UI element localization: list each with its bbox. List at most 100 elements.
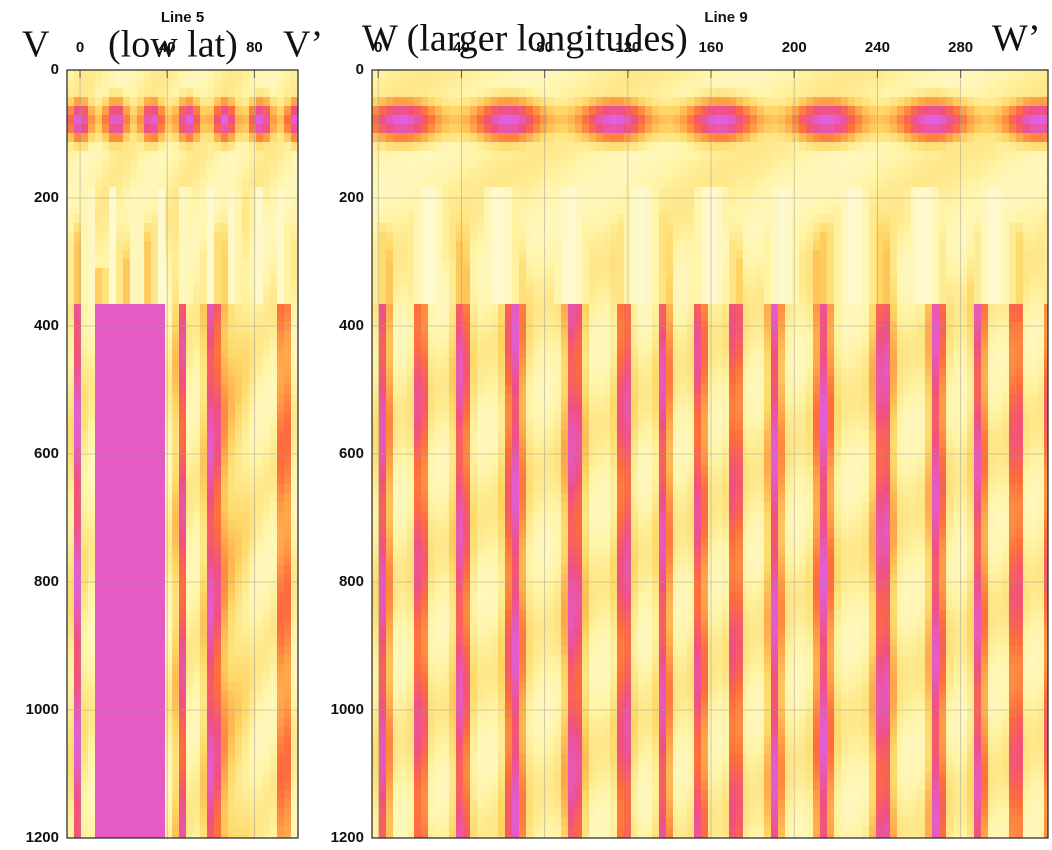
contour-cell [512, 205, 520, 215]
contour-cell [379, 367, 387, 377]
contour-cell [435, 169, 443, 179]
contour-cell [200, 466, 208, 476]
contour-cell [123, 376, 131, 386]
contour-cell [256, 70, 264, 80]
contour-cell [463, 196, 471, 206]
contour-cell [484, 475, 492, 485]
contour-cell [470, 718, 478, 728]
contour-cell [214, 628, 222, 638]
contour-cell [407, 502, 415, 512]
contour-cell [158, 205, 166, 215]
contour-cell [449, 250, 457, 260]
contour-cell [67, 475, 75, 485]
contour-cell [470, 727, 478, 737]
contour-cell [400, 286, 408, 296]
contour-cell [193, 385, 201, 395]
contour-cell [193, 223, 201, 233]
contour-cell [491, 412, 499, 422]
contour-cell [456, 538, 464, 548]
contour-cell [277, 178, 285, 188]
contour-cell [498, 619, 506, 629]
contour-cell [144, 529, 152, 539]
contour-cell [291, 349, 299, 359]
contour-cell [414, 538, 422, 548]
contour-cell [449, 781, 457, 791]
contour-cell [456, 142, 464, 152]
contour-cell [449, 754, 457, 764]
contour-cell [270, 286, 278, 296]
contour-cell [95, 349, 103, 359]
contour-cell [463, 547, 471, 557]
contour-cell [491, 241, 499, 251]
contour-cell [512, 808, 520, 818]
contour-cell [95, 655, 103, 665]
contour-cell [102, 475, 110, 485]
contour-cell [158, 349, 166, 359]
contour-cell [186, 466, 194, 476]
contour-cell [435, 160, 443, 170]
contour-cell [421, 322, 429, 332]
contour-cell [116, 124, 124, 134]
contour-cell [449, 736, 457, 746]
contour-cell [519, 214, 527, 224]
contour-cell [263, 637, 271, 647]
contour-cell [463, 115, 471, 125]
contour-cell [470, 214, 478, 224]
contour-cell [207, 106, 215, 116]
contour-cell [256, 691, 264, 701]
contour-cell [414, 97, 422, 107]
contour-cell [512, 70, 520, 80]
contour-cell [477, 349, 485, 359]
contour-cell [172, 133, 180, 143]
contour-cell [186, 484, 194, 494]
contour-cell [186, 628, 194, 638]
contour-cell [165, 718, 173, 728]
contour-cell [221, 151, 229, 161]
contour-cell [533, 421, 541, 431]
contour-cell [235, 151, 243, 161]
contour-cell [414, 826, 422, 836]
contour-cell [179, 511, 187, 521]
contour-cell [484, 115, 492, 125]
contour-cell [270, 232, 278, 242]
contour-cell [428, 466, 436, 476]
contour-cell [116, 151, 124, 161]
contour-cell [393, 601, 401, 611]
contour-cell [400, 313, 408, 323]
contour-cell [379, 646, 387, 656]
contour-cell [519, 160, 527, 170]
contour-cell [179, 376, 187, 386]
contour-cell [414, 70, 422, 80]
contour-cell [214, 610, 222, 620]
contour-cell [235, 214, 243, 224]
contour-cell [463, 88, 471, 98]
contour-cell [165, 592, 173, 602]
contour-cell [421, 403, 429, 413]
contour-cell [505, 493, 513, 503]
contour-cell [400, 646, 408, 656]
contour-cell [144, 502, 152, 512]
contour-cell [456, 178, 464, 188]
contour-cell [277, 160, 285, 170]
contour-cell [442, 205, 450, 215]
contour-cell [491, 259, 499, 269]
contour-cell [442, 385, 450, 395]
contour-cell [414, 673, 422, 683]
contour-cell [165, 655, 173, 665]
contour-cell [102, 511, 110, 521]
contour-cell [263, 232, 271, 242]
contour-cell [144, 754, 152, 764]
contour-cell [512, 88, 520, 98]
contour-cell [526, 745, 534, 755]
contour-cell [186, 511, 194, 521]
contour-cell [158, 331, 166, 341]
contour-cell [470, 565, 478, 575]
contour-cell [456, 772, 464, 782]
contour-cell [379, 727, 387, 737]
contour-cell [263, 133, 271, 143]
contour-cell [400, 412, 408, 422]
contour-cell [505, 223, 513, 233]
contour-cell [228, 232, 236, 242]
contour-cell [151, 286, 159, 296]
contour-cell [386, 205, 394, 215]
